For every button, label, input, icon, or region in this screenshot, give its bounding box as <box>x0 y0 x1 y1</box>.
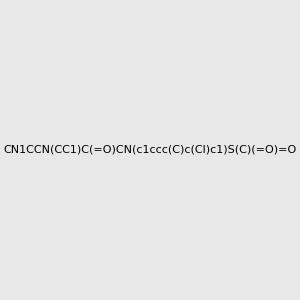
Text: CN1CCN(CC1)C(=O)CN(c1ccc(C)c(Cl)c1)S(C)(=O)=O: CN1CCN(CC1)C(=O)CN(c1ccc(C)c(Cl)c1)S(C)(… <box>3 145 297 155</box>
